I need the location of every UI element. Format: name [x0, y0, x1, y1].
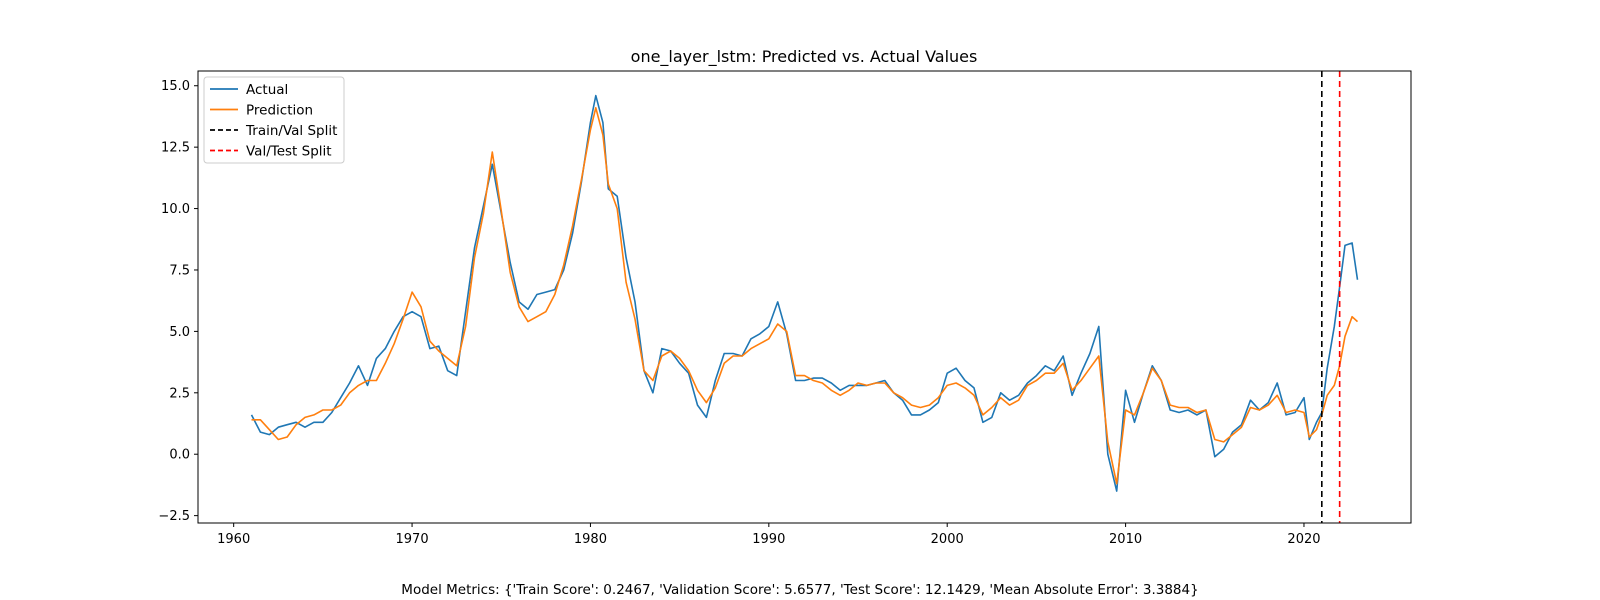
plot-frame: [197, 70, 1412, 524]
plot-area: [250, 71, 1359, 523]
legend-entry: Prediction: [246, 103, 313, 119]
y-tick-label: 10.0: [161, 202, 190, 217]
y-tick-label: 5.0: [169, 325, 190, 340]
x-tick-label: 1980: [574, 532, 607, 547]
series-line-actual: [250, 94, 1359, 492]
legend-entry: Actual: [246, 82, 288, 98]
model-metrics: Model Metrics: {'Train Score': 0.2467, '…: [401, 582, 1199, 598]
legend-entry: Train/Val Split: [245, 123, 337, 139]
x-tick-label: 1990: [752, 532, 785, 547]
y-tick-label: 2.5: [169, 386, 190, 401]
chart-title: one_layer_lstm: Predicted vs. Actual Val…: [631, 47, 978, 67]
y-tick-label: 15.0: [161, 79, 190, 94]
legend-box: [203, 76, 345, 164]
x-tick-label: 1960: [217, 532, 250, 547]
y-tick-label: 12.5: [161, 141, 190, 156]
y-tick-label: −2.5: [158, 509, 190, 524]
y-tick-label: 7.5: [169, 263, 190, 278]
axes: 1960 1970 1980 1990 2000 2010 2020 −2.5 0.0 2.5 5.…: [158, 79, 1320, 547]
legend-entry: Val/Test Split: [246, 144, 332, 160]
x-tick-label: 2020: [1287, 532, 1320, 547]
x-tick-label: 1970: [396, 532, 429, 547]
x-tick-label: 2000: [931, 532, 964, 547]
series-line-prediction: [251, 107, 1359, 485]
y-tick-label: 0.0: [169, 448, 190, 463]
x-tick-label: 2010: [1109, 532, 1142, 547]
legend: Actual Prediction Train/Val Split Val/Test …: [203, 76, 345, 164]
